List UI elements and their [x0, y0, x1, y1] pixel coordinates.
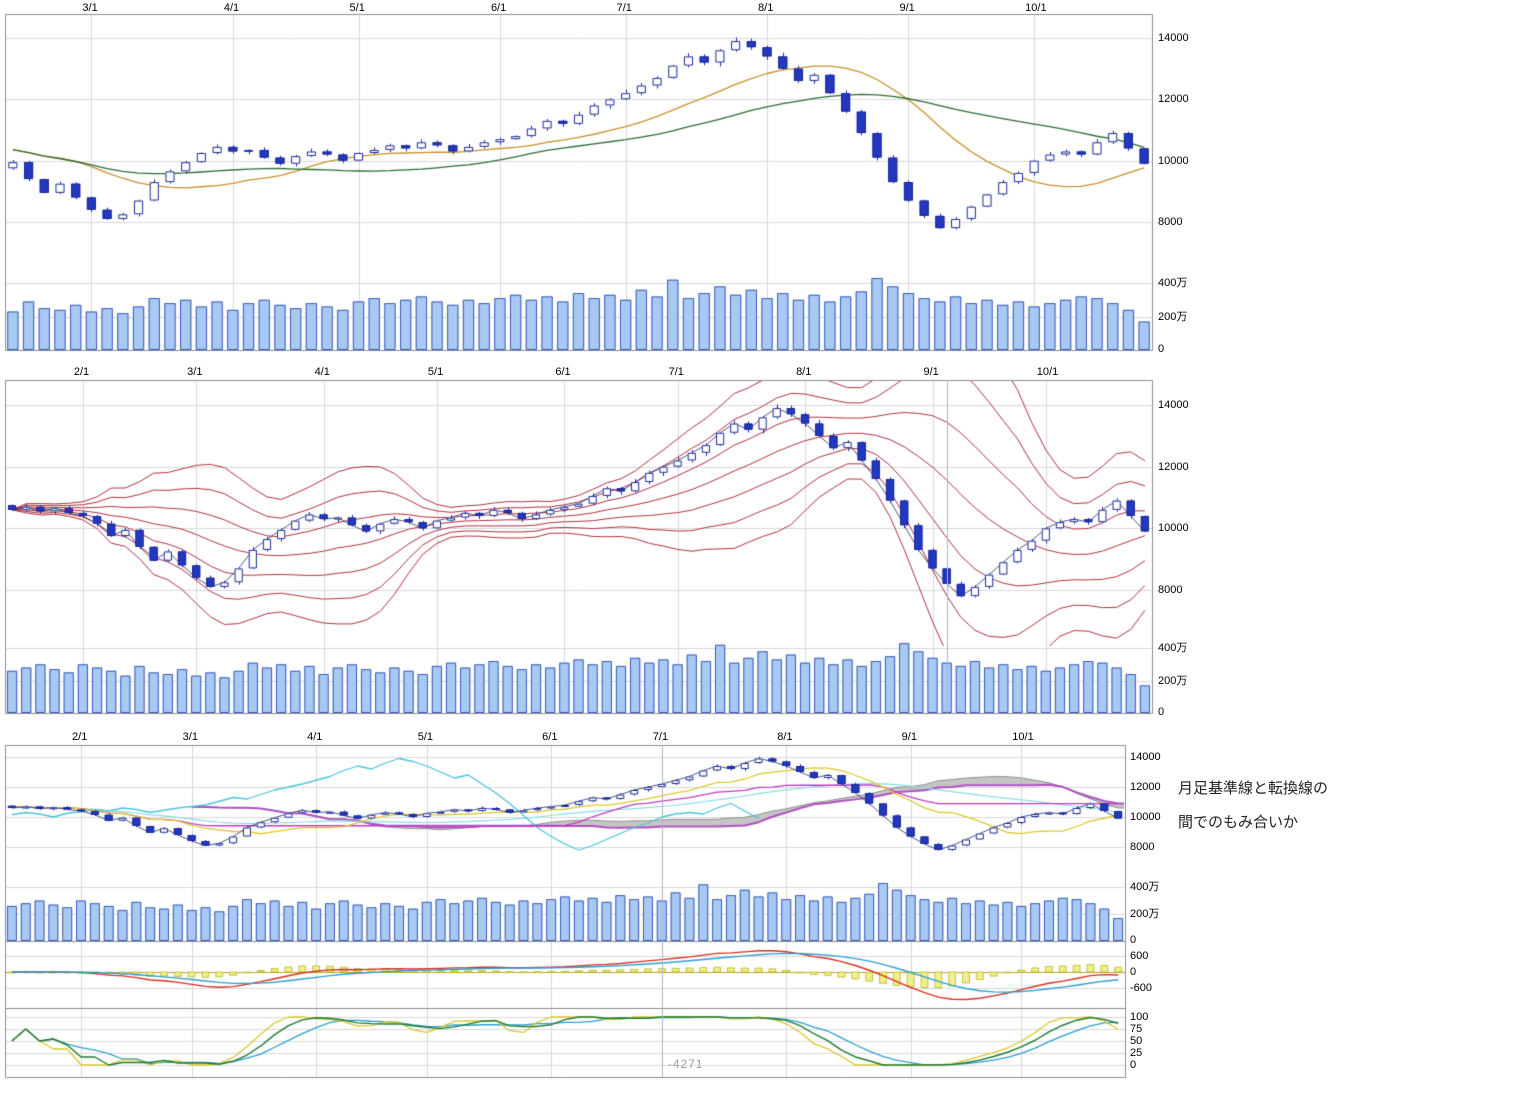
x-axis-label: 4/1 — [223, 2, 240, 14]
x-axis-label: 9/1 — [923, 366, 939, 378]
y-axis-stoch-label: 0 — [1130, 1059, 1137, 1071]
x-axis-label: 7/1 — [652, 731, 669, 743]
y-axis-volume-label: 400万 — [1158, 642, 1188, 654]
x-axis-label: 5/1 — [417, 731, 434, 743]
y-axis-volume-label: 0 — [1158, 343, 1165, 355]
y-axis-price-label: 10000 — [1158, 522, 1189, 535]
y-axis-volume-label: 200万 — [1130, 908, 1160, 920]
y-axis-stoch-label: 25 — [1130, 1047, 1143, 1059]
y-axis-volume-label: 400万 — [1158, 277, 1188, 289]
y-axis-stoch-label: 100 — [1130, 1011, 1149, 1023]
y-axis-volume-label: 200万 — [1158, 310, 1188, 323]
y-axis-macd-label: 600 — [1130, 950, 1149, 962]
x-axis-label: 8/1 — [758, 2, 774, 14]
y-axis-macd-label: -600 — [1130, 982, 1153, 994]
x-axis-label: 10/1 — [1012, 731, 1034, 743]
x-axis-label: 10/1 — [1025, 2, 1047, 14]
crosshair-readout: -4271 — [667, 1057, 704, 1071]
annotation-line1: 月足基準線と転換線の — [1178, 780, 1329, 797]
x-axis-label: 7/1 — [616, 2, 632, 14]
x-axis-label: 9/1 — [899, 2, 915, 14]
y-axis-volume-label: 0 — [1130, 934, 1137, 946]
x-axis-label: 3/1 — [182, 731, 198, 743]
y-axis-price-label: 8000 — [1130, 841, 1155, 853]
y-axis-macd-label: 0 — [1130, 966, 1137, 978]
y-axis-price-label: 10000 — [1158, 154, 1189, 167]
y-axis-volume-label: 0 — [1158, 706, 1165, 718]
y-axis-price-label: 10000 — [1130, 811, 1161, 823]
x-axis-label: 5/1 — [427, 366, 444, 378]
y-axis-price-label: 12000 — [1158, 93, 1189, 106]
x-axis-label: 8/1 — [796, 366, 812, 378]
y-axis-stoch-label: 75 — [1130, 1023, 1143, 1035]
y-axis-volume-label: 200万 — [1158, 674, 1188, 687]
x-axis-label: 9/1 — [901, 731, 917, 743]
x-axis-label: 8/1 — [777, 731, 793, 743]
y-axis-price-label: 14000 — [1158, 399, 1189, 411]
x-axis-label: 4/1 — [314, 366, 330, 378]
y-axis-price-label: 12000 — [1130, 781, 1161, 793]
x-axis-label: 3/1 — [82, 2, 98, 14]
y-axis-stoch-label: 50 — [1130, 1035, 1143, 1047]
x-axis-label: 6/1 — [555, 366, 571, 378]
y-axis-price-label: 12000 — [1158, 460, 1189, 473]
annotation-note: 月足基準線と転換線の 間でのもみ合いか — [1178, 772, 1328, 840]
y-axis-price-label: 8000 — [1158, 216, 1183, 228]
x-axis-label: 3/1 — [187, 366, 203, 378]
x-axis-label: 7/1 — [668, 366, 684, 378]
x-axis-label: 10/1 — [1036, 366, 1059, 378]
x-axis-label: 2/1 — [72, 731, 88, 743]
x-axis-label: 2/1 — [73, 366, 90, 378]
annotation-line2: 間でのもみ合いか — [1178, 814, 1299, 831]
x-axis-label: 6/1 — [542, 731, 558, 743]
y-axis-volume-label: 400万 — [1130, 881, 1160, 893]
x-axis-label: 4/1 — [307, 731, 323, 743]
y-axis-price-label: 14000 — [1130, 751, 1161, 763]
y-axis-price-label: 14000 — [1158, 32, 1189, 44]
x-axis-label: 6/1 — [490, 2, 507, 14]
x-axis-label: 5/1 — [349, 2, 365, 14]
y-axis-price-label: 8000 — [1158, 584, 1183, 596]
